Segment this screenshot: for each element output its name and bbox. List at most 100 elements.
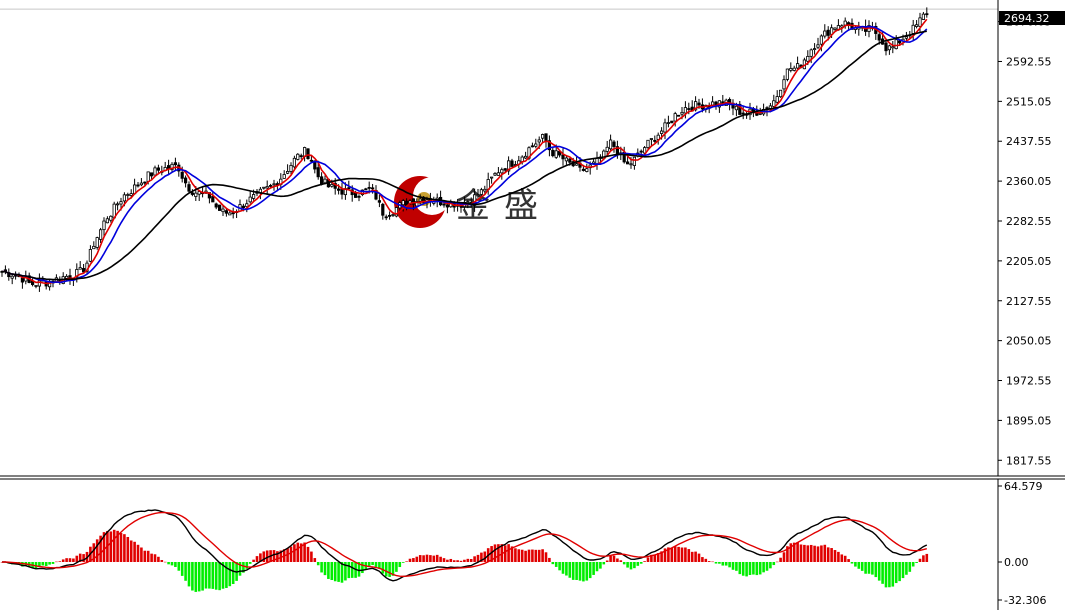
ma-line-3	[2, 30, 927, 281]
macd-bar	[303, 542, 306, 562]
macd-bar	[905, 561, 908, 575]
candle-body	[643, 147, 647, 154]
candle-body	[626, 161, 630, 165]
candle-body	[445, 204, 450, 208]
candle-body	[391, 214, 395, 216]
candle-body	[629, 163, 633, 166]
macd-bar	[184, 561, 187, 581]
macd-dif-line	[2, 509, 928, 582]
macd-bar	[245, 561, 249, 569]
macd-bar	[197, 561, 201, 592]
macd-bar	[786, 546, 789, 562]
macd-bar	[507, 544, 510, 562]
macd-bar	[180, 561, 184, 576]
candle-body	[819, 35, 824, 45]
candle-body	[506, 160, 511, 172]
macd-bar	[347, 561, 351, 579]
candle-body	[911, 24, 915, 34]
candle-body	[367, 187, 371, 189]
macd-bar	[840, 554, 844, 562]
macd-bar	[830, 548, 833, 562]
macd-bar	[225, 561, 228, 588]
candle-body	[146, 171, 150, 182]
candle-body	[816, 44, 820, 48]
macd-bar	[721, 561, 725, 566]
macd-bar	[201, 561, 204, 591]
candle-body	[105, 218, 109, 224]
macd-bar	[799, 544, 803, 562]
macd-bar	[728, 561, 731, 568]
candle-body	[217, 204, 222, 211]
candle-body	[646, 139, 650, 148]
macd-bar	[551, 561, 555, 565]
macd-bar	[388, 561, 391, 577]
macd-bar	[534, 549, 538, 562]
candle-body	[632, 156, 637, 166]
candle-body	[323, 178, 327, 184]
candle-body	[387, 214, 392, 217]
macd-bar	[745, 561, 748, 577]
candle-body	[887, 45, 892, 51]
macd-bar	[789, 543, 793, 562]
macd-bar	[306, 546, 310, 562]
macd-bar	[633, 561, 636, 569]
macd-bar	[435, 554, 439, 562]
candle-body	[20, 277, 25, 283]
macd-bar	[714, 561, 718, 564]
candle-body	[840, 25, 844, 28]
candle-body	[258, 188, 263, 193]
macd-bar	[252, 559, 255, 562]
candle-body	[823, 30, 827, 37]
macd-bar	[412, 558, 415, 562]
macd-bar	[415, 556, 419, 562]
candle-body	[595, 157, 599, 165]
price-tick-label: 1817.55	[1006, 454, 1052, 467]
macd-bar	[571, 561, 575, 580]
macd-bar	[908, 561, 912, 572]
candle-body	[694, 101, 698, 111]
candle-body	[775, 96, 779, 103]
macd-bar	[473, 556, 476, 562]
macd-lines	[2, 509, 928, 582]
candle-body	[170, 163, 174, 171]
macd-tick-label: -32.306	[1004, 594, 1046, 607]
candle-body	[472, 194, 477, 206]
macd-bar	[143, 550, 147, 562]
macd-bar	[765, 561, 769, 571]
macd-bar	[816, 546, 820, 562]
macd-bar	[126, 536, 130, 562]
candle-body	[711, 101, 715, 106]
candle-body	[639, 150, 643, 153]
macd-bar	[160, 559, 164, 562]
macd-bar	[820, 545, 823, 562]
candle-body	[925, 13, 929, 16]
macd-bar	[95, 539, 99, 562]
macd-bar	[585, 561, 589, 581]
macd-tick-label: 64.579	[1004, 480, 1043, 493]
macd-bar	[667, 547, 670, 562]
macd-bar	[157, 556, 160, 562]
candle-body	[683, 107, 688, 114]
macd-bar	[350, 561, 354, 578]
macd-bar	[78, 553, 82, 562]
candle-body	[653, 139, 657, 142]
macd-bar	[735, 561, 738, 571]
candle-body	[772, 100, 776, 107]
macd-bar	[748, 561, 752, 575]
candle-body	[554, 150, 558, 158]
macd-bar	[153, 554, 157, 562]
macd-bar	[741, 561, 745, 576]
candle-body	[476, 194, 480, 197]
candle-body	[309, 159, 314, 162]
candle-body	[190, 192, 194, 195]
macd-bar	[265, 550, 269, 562]
candle-body	[336, 188, 341, 191]
macd-bar	[643, 561, 646, 562]
candle-body	[214, 203, 218, 208]
candle-body	[493, 173, 497, 176]
macd-bar	[204, 561, 208, 589]
macd-bar	[136, 544, 140, 562]
macd-bar	[707, 561, 711, 562]
